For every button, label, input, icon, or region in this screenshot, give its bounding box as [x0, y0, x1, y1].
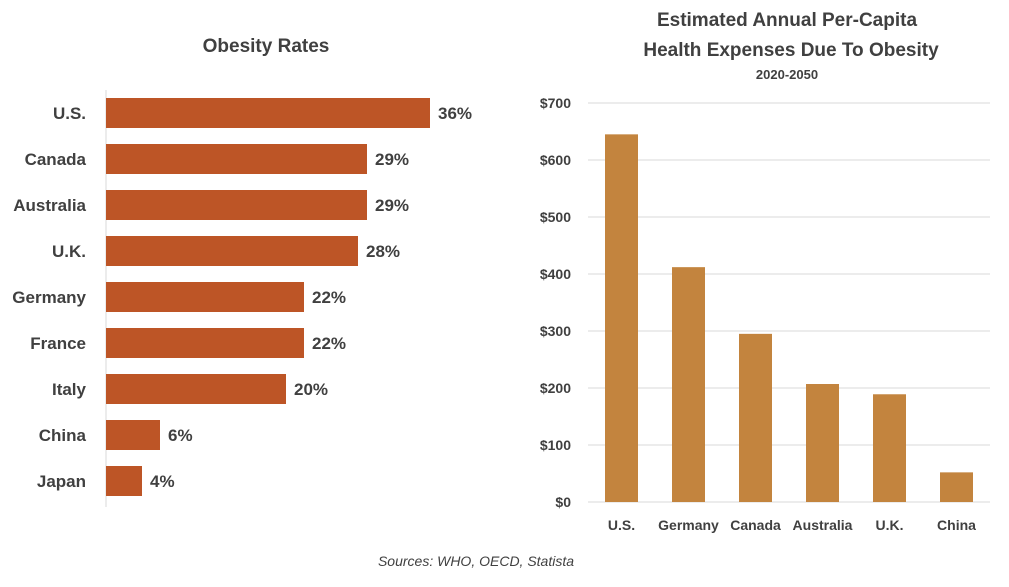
- left-category-label-3: U.K.: [52, 242, 86, 261]
- right-chart-subtitle: 2020-2050: [756, 67, 818, 82]
- left-value-label-1: 29%: [375, 150, 409, 169]
- left-category-label-6: Italy: [52, 380, 87, 399]
- right-bar-2: [739, 333, 772, 502]
- left-value-label-3: 28%: [366, 242, 400, 261]
- right-chart-title-line-2: Health Expenses Due To Obesity: [643, 40, 939, 61]
- right-bar-4: [873, 394, 906, 502]
- right-y-tick-label-6: $600: [540, 152, 571, 168]
- left-value-label-4: 22%: [312, 288, 346, 307]
- right-y-tick-label-4: $400: [540, 266, 571, 282]
- left-value-label-5: 22%: [312, 334, 346, 353]
- right-x-tick-label-1: Germany: [658, 517, 719, 533]
- right-y-tick-label-7: $700: [540, 95, 571, 111]
- right-x-tick-label-2: Canada: [730, 517, 781, 533]
- right-x-tick-label-0: U.S.: [608, 517, 635, 533]
- left-value-label-2: 29%: [375, 196, 409, 215]
- right-bar-3: [806, 384, 839, 502]
- left-bars: U.S. 36% Canada 29% Australia 29% U.K. 28% Germa…: [12, 98, 472, 496]
- right-y-tick-label-1: $100: [540, 437, 571, 453]
- obesity-rates-chart: Obesity Rates U.S. 36% Canada 29% Australia 2…: [12, 36, 472, 507]
- right-x-tick-label-5: China: [937, 517, 976, 533]
- left-value-label-8: 4%: [150, 472, 175, 491]
- left-category-label-7: China: [39, 426, 87, 445]
- left-bar-3: [106, 236, 358, 266]
- left-category-label-4: Germany: [12, 288, 86, 307]
- right-x-tick-label-3: Australia: [793, 517, 853, 533]
- right-y-tick-label-2: $200: [540, 380, 571, 396]
- left-value-label-0: 36%: [438, 104, 472, 123]
- right-y-tick-label-3: $300: [540, 323, 571, 339]
- left-category-label-0: U.S.: [53, 104, 86, 123]
- right-chart-title-line-1: Estimated Annual Per-Capita: [657, 10, 918, 31]
- right-bar-1: [672, 267, 705, 502]
- left-category-label-5: France: [30, 334, 86, 353]
- left-bar-7: [106, 420, 160, 450]
- right-x-tick-label-4: U.K.: [876, 517, 904, 533]
- left-bar-6: [106, 374, 286, 404]
- right-gridlines: $0 $100 $200 $300 $400 $500 $600 $700: [540, 95, 990, 510]
- left-bar-4: [106, 282, 304, 312]
- left-value-label-7: 6%: [168, 426, 193, 445]
- left-bar-2: [106, 190, 367, 220]
- left-bar-0: [106, 98, 430, 128]
- right-bars: U.S. Germany Canada Australia U.K. China: [605, 134, 976, 533]
- right-y-tick-label-0: $0: [555, 494, 571, 510]
- left-bar-8: [106, 466, 142, 496]
- left-value-label-6: 20%: [294, 380, 328, 399]
- left-category-label-1: Canada: [25, 150, 87, 169]
- left-bar-5: [106, 328, 304, 358]
- source-note: Sources: WHO, OECD, Statista: [378, 553, 574, 569]
- health-expenses-chart: Estimated Annual Per-Capita Health Expen…: [540, 10, 990, 533]
- right-bar-5: [940, 472, 973, 502]
- right-bar-0: [605, 134, 638, 502]
- right-y-tick-label-5: $500: [540, 209, 571, 225]
- left-category-label-2: Australia: [13, 196, 86, 215]
- left-category-label-8: Japan: [37, 472, 86, 491]
- left-chart-title: Obesity Rates: [203, 36, 330, 57]
- left-bar-1: [106, 144, 367, 174]
